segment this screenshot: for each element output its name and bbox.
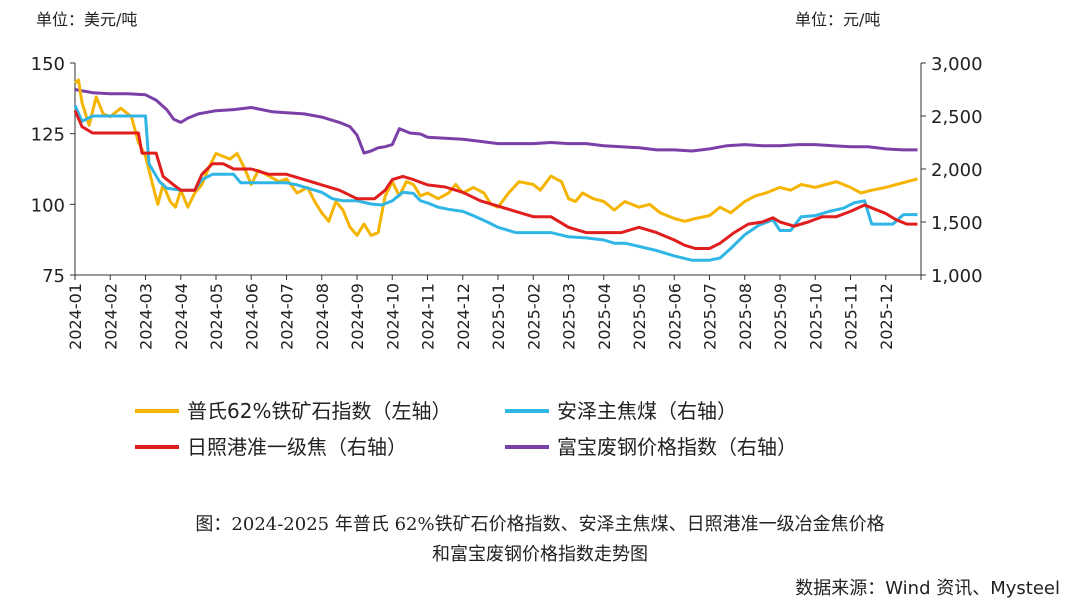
x-tick-label: 2024-07 [278, 283, 297, 350]
x-tick-label: 2024-06 [242, 283, 261, 350]
x-tick-label: 2025-03 [560, 283, 579, 350]
series-line-2 [73, 110, 918, 250]
x-tick-label: 2024-01 [66, 283, 85, 350]
x-tick-label: 2025-11 [842, 283, 861, 350]
x-tick-label: 2025-06 [665, 283, 684, 350]
right-axis-unit: 单位：元/吨 [795, 10, 881, 29]
left-tick-label: 75 [42, 266, 65, 287]
series-line-1 [73, 104, 918, 262]
x-tick-label: 2025-08 [736, 283, 755, 350]
x-tick-label: 2024-09 [348, 283, 367, 350]
right-tick-label: 1,000 [931, 266, 983, 287]
x-tick-label: 2025-07 [701, 283, 720, 350]
data-source: 数据来源：Wind 资讯、Mysteel [795, 578, 1060, 599]
x-tick-label: 2025-10 [806, 283, 825, 350]
x-tick-label: 2024-08 [313, 283, 332, 350]
x-tick-label: 2024-10 [383, 283, 402, 350]
right-tick-label: 1,500 [931, 213, 983, 234]
x-tick-label: 2025-01 [489, 283, 508, 350]
x-tick-label: 2024-11 [419, 283, 438, 350]
left-tick-label: 125 [31, 125, 65, 146]
right-tick-label: 3,000 [931, 54, 983, 75]
series-line-0 [74, 78, 918, 237]
x-tick-label: 2025-05 [630, 283, 649, 350]
x-tick-label: 2024-12 [454, 283, 473, 350]
x-tick-label: 2025-02 [524, 283, 543, 350]
x-tick-label: 2025-04 [595, 283, 614, 350]
right-tick-label: 2,500 [931, 107, 983, 128]
series-lines [73, 78, 918, 262]
x-tick-label: 2024-02 [101, 283, 120, 350]
series-line-3 [74, 88, 918, 155]
axes: 75 100 125 150 1,000 1,500 2,000 2,500 3,000 2024… [31, 54, 983, 350]
left-axis-unit: 单位：美元/吨 [36, 10, 138, 29]
x-tick-label: 2024-03 [137, 283, 156, 350]
x-tick-label: 2024-04 [172, 283, 191, 350]
x-tick-label: 2024-05 [207, 283, 226, 350]
figure-caption-line1: 图：2024-2025 年普氏 62%铁矿石价格指数、安泽主焦煤、日照港准一级冶… [195, 514, 885, 535]
x-tick-label: 2025-12 [877, 283, 896, 350]
left-tick-label: 150 [31, 54, 65, 75]
legend-label: 富宝废钢价格指数（右轴） [557, 435, 797, 459]
legend-label: 日照港准一级焦（右轴） [187, 435, 407, 459]
legend: 普氏62%铁矿石指数（左轴） 安泽主焦煤（右轴） 日照港准一级焦（右轴） 富宝废钢价格… [135, 399, 797, 459]
left-tick-label: 100 [31, 195, 65, 216]
legend-label: 普氏62%铁矿石指数（左轴） [187, 399, 451, 423]
right-tick-label: 2,000 [931, 160, 983, 181]
x-tick-label: 2025-09 [771, 283, 790, 350]
legend-label: 安泽主焦煤（右轴） [557, 399, 737, 423]
figure-caption-line2: 和富宝废钢价格指数走势图 [432, 544, 648, 565]
